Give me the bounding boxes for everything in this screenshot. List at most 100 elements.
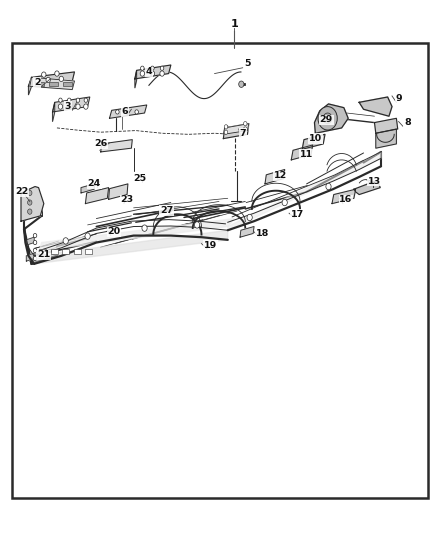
Circle shape	[33, 240, 37, 245]
Circle shape	[142, 225, 147, 231]
Polygon shape	[39, 219, 234, 251]
Text: 8: 8	[404, 118, 411, 127]
Bar	[39, 249, 46, 254]
Circle shape	[244, 127, 247, 131]
Polygon shape	[28, 77, 32, 95]
Polygon shape	[85, 188, 109, 204]
Text: 24: 24	[88, 180, 101, 188]
Polygon shape	[53, 97, 90, 112]
Polygon shape	[26, 237, 34, 245]
Text: 13: 13	[368, 177, 381, 185]
Circle shape	[194, 222, 200, 228]
Text: 16: 16	[339, 196, 353, 204]
Circle shape	[58, 104, 63, 109]
Bar	[51, 249, 58, 254]
Circle shape	[67, 104, 71, 109]
Text: 29: 29	[320, 116, 333, 124]
Circle shape	[28, 200, 32, 205]
Text: 27: 27	[160, 206, 173, 215]
Circle shape	[282, 199, 287, 206]
Circle shape	[247, 214, 252, 221]
Bar	[63, 82, 72, 86]
Circle shape	[55, 71, 59, 76]
Polygon shape	[30, 77, 74, 90]
Text: 22: 22	[15, 188, 28, 196]
Polygon shape	[53, 102, 55, 122]
Circle shape	[76, 104, 80, 109]
Circle shape	[326, 183, 331, 190]
Polygon shape	[109, 184, 128, 199]
Circle shape	[33, 256, 37, 261]
Circle shape	[46, 77, 50, 83]
Text: 17: 17	[291, 210, 304, 219]
Polygon shape	[223, 124, 249, 139]
Text: 21: 21	[37, 251, 50, 259]
Circle shape	[224, 125, 228, 129]
Text: 10: 10	[309, 134, 322, 143]
Circle shape	[33, 248, 37, 253]
Polygon shape	[302, 134, 325, 149]
Polygon shape	[332, 189, 356, 204]
Circle shape	[67, 98, 71, 102]
Bar	[74, 249, 81, 254]
Text: 4: 4	[145, 68, 152, 76]
Circle shape	[244, 122, 247, 126]
Text: 20: 20	[107, 228, 120, 236]
Circle shape	[85, 233, 90, 239]
Text: 6: 6	[121, 108, 128, 116]
Polygon shape	[135, 65, 171, 79]
Text: 2: 2	[34, 78, 41, 87]
Polygon shape	[21, 187, 44, 221]
Circle shape	[151, 66, 154, 70]
Text: 19: 19	[204, 241, 217, 249]
Bar	[35, 82, 44, 86]
Circle shape	[59, 98, 62, 102]
Polygon shape	[376, 129, 396, 148]
Text: 1: 1	[230, 19, 238, 29]
Text: 3: 3	[65, 102, 71, 111]
Circle shape	[42, 72, 46, 77]
Circle shape	[63, 238, 68, 244]
Bar	[62, 249, 69, 254]
Bar	[85, 249, 92, 254]
Circle shape	[28, 209, 32, 214]
Polygon shape	[240, 227, 254, 237]
Circle shape	[323, 113, 332, 124]
Text: 12: 12	[274, 172, 287, 180]
Polygon shape	[228, 152, 381, 230]
Text: 18: 18	[256, 229, 269, 238]
Polygon shape	[359, 97, 392, 116]
Circle shape	[239, 81, 244, 87]
Circle shape	[160, 66, 164, 70]
Polygon shape	[26, 253, 34, 261]
Bar	[49, 82, 58, 86]
Polygon shape	[81, 184, 94, 193]
Circle shape	[84, 104, 88, 109]
Polygon shape	[354, 180, 380, 195]
Circle shape	[116, 110, 119, 114]
Circle shape	[135, 110, 138, 114]
Circle shape	[160, 71, 164, 76]
Text: 9: 9	[395, 94, 402, 103]
Text: 23: 23	[120, 196, 134, 204]
Polygon shape	[34, 230, 228, 264]
Circle shape	[141, 66, 144, 70]
Polygon shape	[28, 72, 74, 86]
Polygon shape	[223, 124, 249, 134]
Circle shape	[125, 110, 129, 114]
Polygon shape	[265, 169, 285, 184]
Text: 26: 26	[94, 140, 107, 148]
Circle shape	[140, 71, 145, 76]
Circle shape	[35, 79, 39, 84]
Circle shape	[318, 107, 337, 130]
Circle shape	[28, 190, 32, 196]
Polygon shape	[314, 104, 348, 133]
Circle shape	[59, 76, 64, 82]
Bar	[12, 43, 428, 498]
Polygon shape	[135, 70, 137, 88]
Polygon shape	[291, 145, 313, 160]
Polygon shape	[374, 118, 398, 133]
Polygon shape	[101, 140, 132, 152]
Circle shape	[76, 98, 80, 102]
Text: 7: 7	[240, 129, 247, 138]
